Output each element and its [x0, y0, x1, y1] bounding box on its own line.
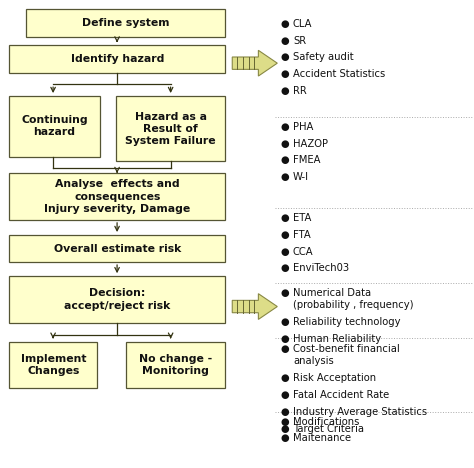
Text: System Failure: System Failure [125, 136, 216, 146]
Text: No change -: No change - [139, 354, 212, 364]
Text: ●: ● [280, 263, 289, 273]
Text: Analyse  effects and: Analyse effects and [55, 179, 180, 190]
Text: ●: ● [280, 86, 289, 96]
Text: CLA: CLA [293, 19, 312, 29]
Text: Accident Statistics: Accident Statistics [293, 69, 385, 79]
Text: Injury severity, Damage: Injury severity, Damage [44, 204, 191, 214]
FancyArrow shape [232, 294, 277, 319]
Text: analysis: analysis [293, 356, 334, 366]
Text: Overall estimate risk: Overall estimate risk [54, 243, 181, 254]
Text: ●: ● [280, 213, 289, 223]
Text: ●: ● [280, 417, 289, 426]
Text: (probability , frequency): (probability , frequency) [293, 300, 413, 310]
Text: ●: ● [280, 407, 289, 417]
Text: Implement: Implement [20, 354, 86, 364]
Text: ●: ● [280, 19, 289, 29]
FancyBboxPatch shape [126, 342, 225, 388]
FancyArrow shape [232, 50, 277, 76]
Text: Industry Average Statistics: Industry Average Statistics [293, 407, 427, 417]
Text: ●: ● [280, 373, 289, 383]
Text: ●: ● [280, 52, 289, 62]
Text: Human Reliability: Human Reliability [293, 334, 381, 344]
Text: hazard: hazard [34, 127, 75, 138]
FancyBboxPatch shape [9, 173, 225, 220]
Text: HAZOP: HAZOP [293, 139, 328, 148]
FancyBboxPatch shape [116, 96, 225, 161]
FancyBboxPatch shape [9, 276, 225, 323]
Text: ●: ● [280, 344, 289, 354]
FancyBboxPatch shape [9, 235, 225, 262]
Text: Define system: Define system [82, 18, 169, 29]
Text: ●: ● [280, 69, 289, 79]
Text: Decision:: Decision: [89, 288, 146, 299]
Text: Maitenance: Maitenance [293, 433, 351, 443]
Text: ●: ● [280, 172, 289, 182]
Text: FTA: FTA [293, 230, 310, 240]
Text: Cost-benefit financial: Cost-benefit financial [293, 344, 400, 354]
Text: Identify hazard: Identify hazard [71, 54, 164, 64]
Text: accept/reject risk: accept/reject risk [64, 300, 171, 311]
Text: ●: ● [280, 230, 289, 240]
Text: Numerical Data: Numerical Data [293, 288, 371, 298]
Text: W-I: W-I [293, 172, 309, 182]
Text: Changes: Changes [27, 366, 80, 376]
Text: Reliability technology: Reliability technology [293, 317, 401, 327]
Text: Hazard as a: Hazard as a [135, 111, 207, 122]
Text: FMEA: FMEA [293, 155, 320, 165]
Text: ●: ● [280, 424, 289, 433]
Text: Continuing: Continuing [21, 115, 88, 125]
Text: consequences: consequences [74, 191, 161, 202]
Text: ETA: ETA [293, 213, 311, 223]
Text: Safety audit: Safety audit [293, 52, 354, 62]
Text: ●: ● [280, 155, 289, 165]
Text: ●: ● [280, 122, 289, 132]
Text: Modifications: Modifications [293, 417, 359, 426]
Text: ●: ● [280, 247, 289, 256]
Text: ●: ● [280, 36, 289, 45]
Text: ●: ● [280, 139, 289, 148]
Text: Monitoring: Monitoring [142, 366, 209, 376]
FancyBboxPatch shape [9, 96, 100, 157]
Text: RR: RR [293, 86, 307, 96]
FancyBboxPatch shape [9, 45, 225, 73]
Text: ●: ● [280, 317, 289, 327]
Text: Fatal Accident Rate: Fatal Accident Rate [293, 390, 389, 400]
Text: ●: ● [280, 288, 289, 298]
Text: EnviTech03: EnviTech03 [293, 263, 349, 273]
Text: SR: SR [293, 36, 306, 45]
Text: Target Criteria: Target Criteria [293, 424, 364, 433]
Text: CCA: CCA [293, 247, 314, 256]
Text: PHA: PHA [293, 122, 313, 132]
Text: Risk Acceptation: Risk Acceptation [293, 373, 376, 383]
FancyBboxPatch shape [26, 9, 225, 37]
Text: ●: ● [280, 390, 289, 400]
Text: ●: ● [280, 334, 289, 344]
FancyBboxPatch shape [9, 342, 97, 388]
Text: Result of: Result of [143, 124, 198, 134]
Text: ●: ● [280, 433, 289, 443]
